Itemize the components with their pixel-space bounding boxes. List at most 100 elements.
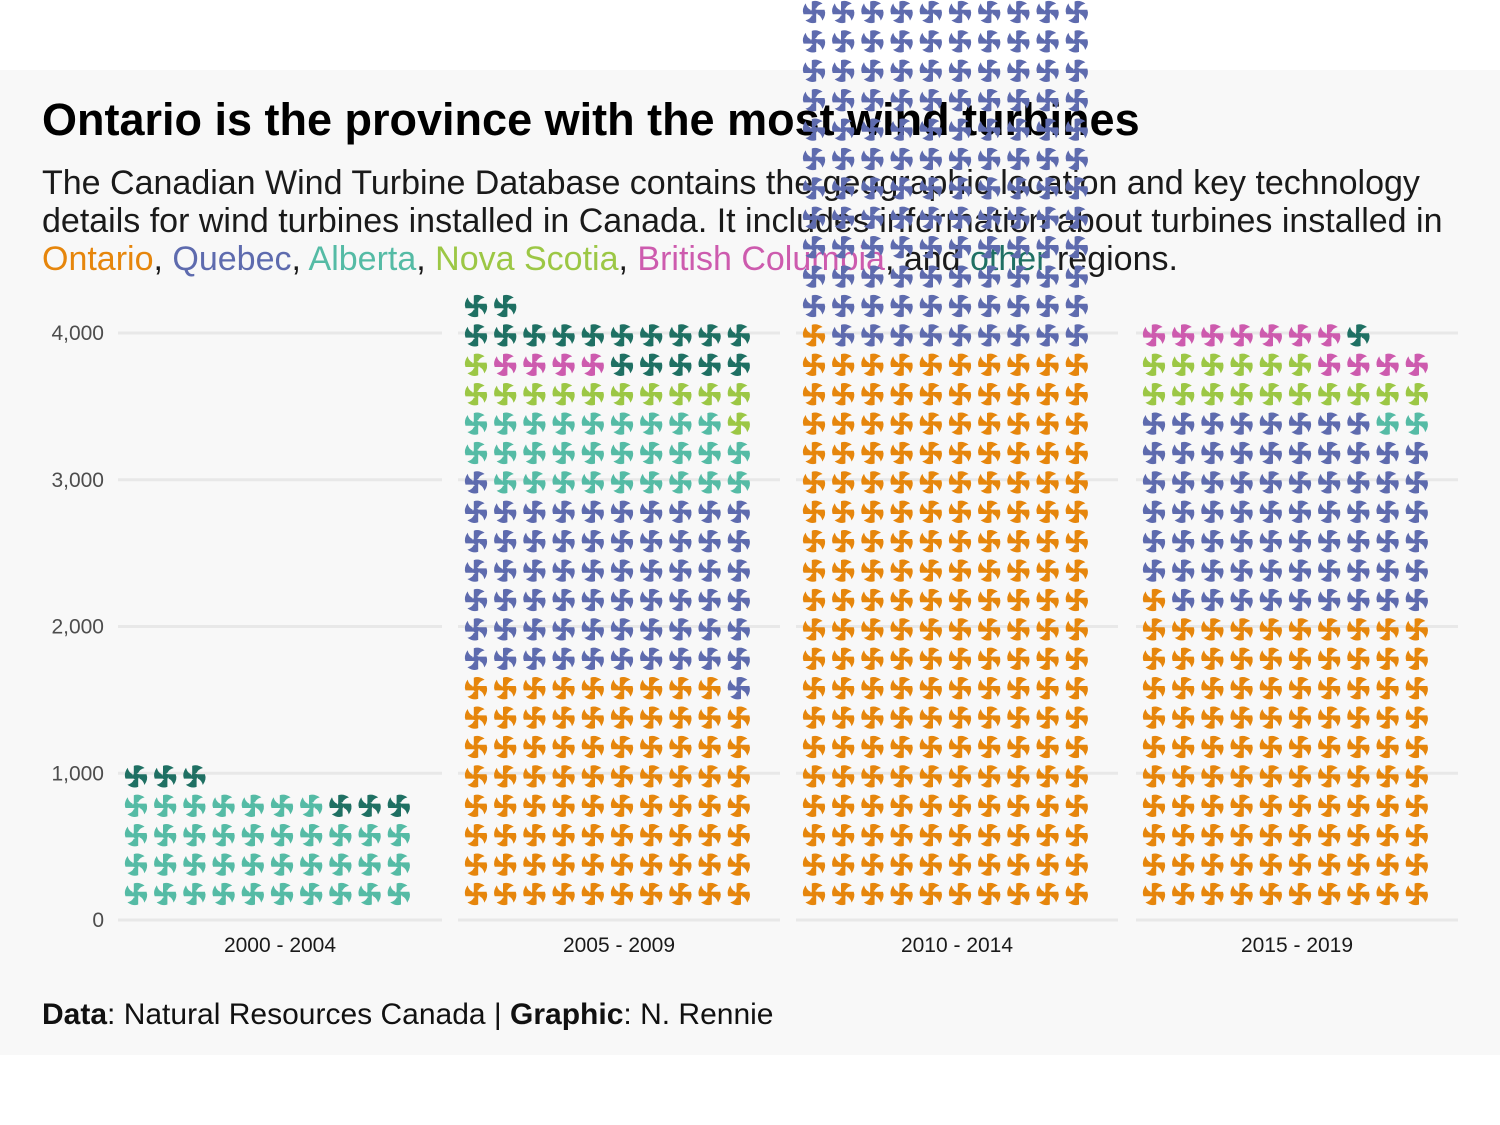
turbine-icon <box>832 824 855 847</box>
turbine-icon <box>494 500 517 523</box>
turbine-icon <box>802 441 826 465</box>
turbine-icon <box>948 236 972 259</box>
turbine-icon <box>1347 735 1370 759</box>
turbine-icon <box>1065 735 1088 759</box>
turbine-icon <box>494 412 517 435</box>
turbine-icon <box>1007 30 1030 53</box>
turbine-icon <box>241 882 264 906</box>
turbine-icon <box>1230 588 1253 612</box>
turbine-icon <box>890 324 913 347</box>
turbine-icon <box>358 824 381 847</box>
turbine-icon <box>1347 765 1370 788</box>
y-tick-label: 0 <box>92 909 104 932</box>
turbine-icon <box>523 353 546 376</box>
turbine-icon <box>727 471 750 494</box>
turbine-icon <box>1172 853 1195 876</box>
turbine-icon <box>610 324 634 347</box>
turbine-icon <box>1318 559 1341 582</box>
turbine-icon <box>802 677 826 700</box>
turbine-icon <box>832 588 855 612</box>
turbine-icon <box>1288 559 1312 582</box>
turbine-icon <box>1376 353 1399 376</box>
turbine-icon <box>640 853 663 876</box>
turbine-icon <box>1376 441 1399 465</box>
x-tick-label: 2005 - 2009 <box>563 934 675 957</box>
turbine-icon <box>1259 559 1282 582</box>
turbine-icon <box>669 559 692 582</box>
turbine-icon <box>1007 89 1030 112</box>
turbine-icon <box>464 677 488 700</box>
turbine-icon <box>1065 706 1088 729</box>
turbine-icon <box>919 530 942 553</box>
turbine-icon <box>1036 559 1059 582</box>
turbine-icon <box>1036 294 1059 318</box>
caption-data-label: Data <box>42 998 108 1031</box>
turbine-icon <box>727 530 750 553</box>
turbine-icon <box>1065 383 1088 406</box>
turbine-icon <box>1172 441 1195 465</box>
turbine-icon <box>919 353 942 376</box>
turbine-icon <box>832 882 855 906</box>
turbine-icon <box>1142 824 1166 847</box>
turbine-icon <box>1259 735 1282 759</box>
turbine-icon <box>861 30 884 53</box>
subtitle-separator: , <box>416 240 436 278</box>
turbine-icon <box>1065 353 1088 376</box>
turbine-icon <box>523 765 546 788</box>
turbine-icon <box>1318 353 1341 376</box>
turbine-icon <box>640 735 663 759</box>
turbine-icon <box>919 294 942 318</box>
turbine-icon <box>1201 735 1224 759</box>
turbine-icon <box>1347 677 1370 700</box>
turbine-icon <box>978 412 1001 435</box>
turbine-icon <box>919 706 942 729</box>
turbine-icon <box>640 441 663 465</box>
turbine-icon <box>978 735 1001 759</box>
turbine-icon <box>669 412 692 435</box>
turbine-icon <box>1405 618 1428 641</box>
turbine-icon <box>978 706 1001 729</box>
caption-graphic-label: Graphic <box>510 998 624 1031</box>
turbine-icon <box>802 471 826 494</box>
turbine-icon <box>978 824 1001 847</box>
turbine-icon <box>329 882 352 906</box>
turbine-icon <box>1259 882 1282 906</box>
turbine-icon <box>464 853 488 876</box>
turbine-icon <box>861 588 884 612</box>
turbine-icon <box>552 471 575 494</box>
turbine-icon <box>1347 412 1370 435</box>
turbine-icon <box>948 647 972 670</box>
turbine-icon <box>523 677 546 700</box>
turbine-icon <box>270 853 294 876</box>
turbine-icon <box>1007 441 1030 465</box>
turbine-icon <box>802 559 826 582</box>
turbine-icon <box>1065 206 1088 229</box>
turbine-icon <box>610 530 634 553</box>
turbine-icon <box>861 677 884 700</box>
turbine-icon <box>610 441 634 465</box>
turbine-icon <box>1065 647 1088 670</box>
turbine-icon <box>1201 441 1224 465</box>
turbine-icon <box>1007 559 1030 582</box>
turbine-icon <box>727 853 750 876</box>
turbine-icon <box>1376 618 1399 641</box>
turbine-icon <box>300 853 323 876</box>
turbine-icon <box>861 89 884 112</box>
turbine-icon <box>640 706 663 729</box>
turbine-icon <box>861 471 884 494</box>
turbine-icon <box>552 735 575 759</box>
turbine-icon <box>1007 59 1030 82</box>
turbine-icon <box>1288 588 1312 612</box>
turbine-icon <box>523 471 546 494</box>
turbine-icon <box>494 677 517 700</box>
turbine-icon <box>1230 618 1253 641</box>
turbine-icon <box>698 500 721 523</box>
turbine-icon <box>552 559 575 582</box>
turbine-icon <box>1065 89 1088 112</box>
turbine-icon <box>978 383 1001 406</box>
turbine-icon <box>861 265 884 288</box>
turbine-icon <box>861 353 884 376</box>
turbine-icon <box>1065 294 1088 318</box>
turbine-icon <box>832 59 855 82</box>
turbine-icon <box>948 59 972 82</box>
